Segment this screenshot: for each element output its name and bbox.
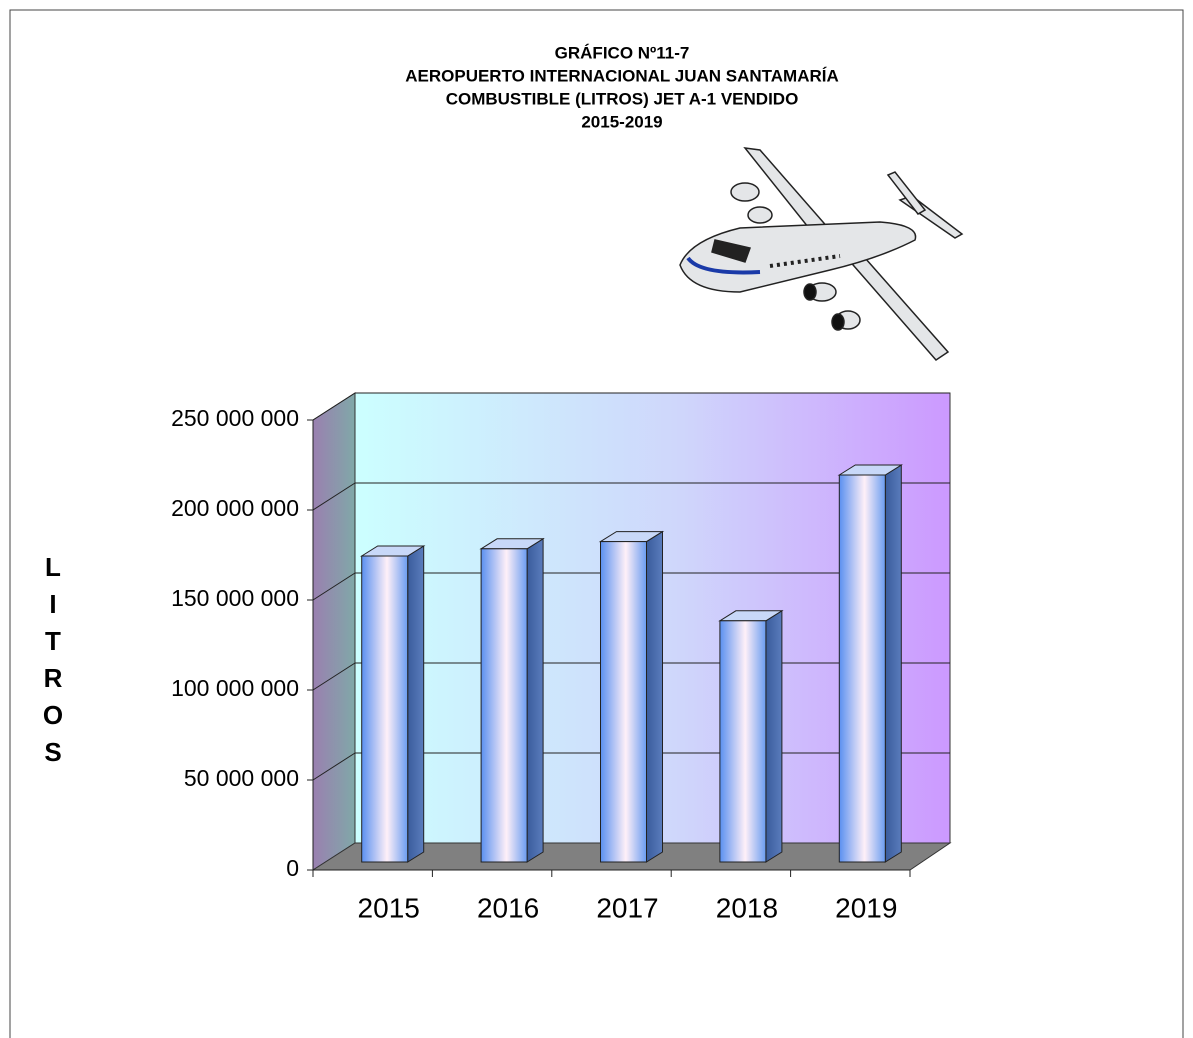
- side-wall: [312, 392, 356, 871]
- bar-side: [526, 537, 544, 863]
- title-line: COMBUSTIBLE (LITROS) JET A-1 VENDIDO: [446, 89, 799, 108]
- x-tick-label: 2019: [835, 892, 897, 923]
- y-tick-label: 50 000 000: [184, 765, 299, 791]
- grid-line: [312, 752, 356, 781]
- bar: [600, 541, 647, 863]
- y-tick-label: 100 000 000: [171, 675, 299, 701]
- y-tick-label: 200 000 000: [171, 495, 299, 521]
- grid-line: [312, 392, 356, 421]
- y-tick-label: 150 000 000: [171, 585, 299, 611]
- bar: [480, 548, 528, 863]
- bar-side: [884, 464, 902, 863]
- y-tick-label: 0: [286, 855, 299, 881]
- title-line: 2015-2019: [581, 112, 662, 131]
- grid-line: [312, 482, 356, 511]
- x-tick-label: 2016: [477, 892, 539, 923]
- y-axis-label: LITROS: [38, 552, 68, 774]
- title-line: AEROPUERTO INTERNACIONAL JUAN SANTAMARÍA: [405, 66, 839, 85]
- bar-side: [765, 609, 783, 863]
- bar: [361, 555, 409, 863]
- bar: [719, 620, 767, 863]
- frame: [9, 9, 1184, 1038]
- airplane-illustration: [679, 147, 964, 361]
- y-tick-label: 250 000 000: [171, 405, 299, 431]
- grid-line: [312, 572, 356, 601]
- title-line: GRÁFICO Nº11-7: [555, 43, 690, 62]
- x-tick-label: 2017: [596, 892, 658, 923]
- bar-side: [407, 545, 425, 863]
- bar-side: [646, 530, 663, 863]
- grid-line: [312, 662, 356, 691]
- x-tick-label: 2018: [716, 892, 778, 923]
- bar: [838, 474, 886, 863]
- x-tick-label: 2015: [358, 892, 420, 923]
